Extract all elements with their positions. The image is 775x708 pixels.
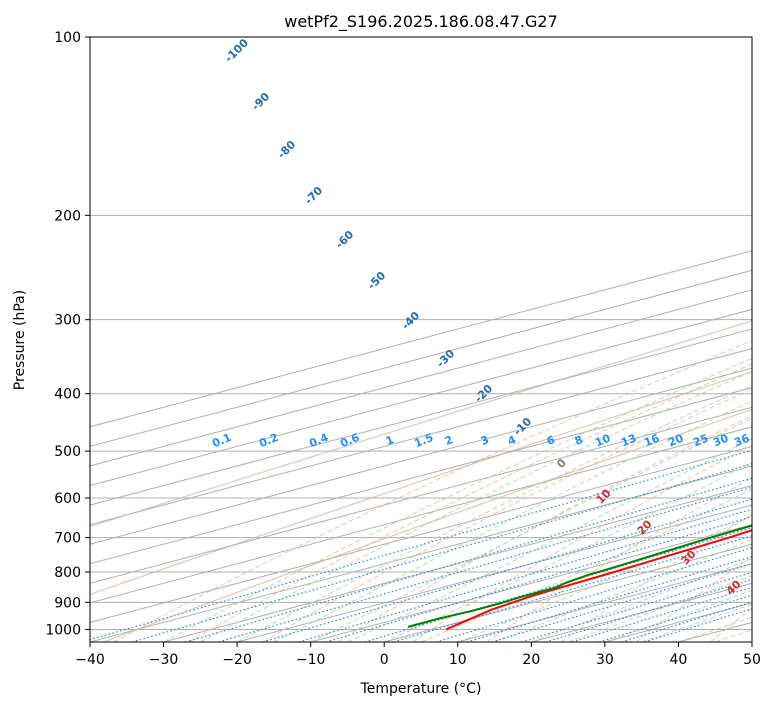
x-tick-label: 0 — [380, 652, 389, 668]
y-tick-label: 600 — [54, 491, 81, 507]
mixing-ratio-line — [598, 594, 752, 642]
moist-adiabat-line — [384, 461, 752, 642]
isotherm-line — [90, 445, 752, 623]
mixing-ratio-label: 30 — [711, 432, 730, 450]
y-tick-label: 200 — [54, 208, 81, 224]
reference-curve — [90, 320, 752, 528]
dewpoint-profile-line — [407, 524, 752, 628]
mixing-ratio-line — [185, 477, 752, 642]
moist-adiabat-line — [494, 538, 752, 642]
moist-adiabat-line — [531, 558, 752, 642]
mixing-ratio-label: 13 — [619, 432, 638, 450]
mixing-ratio-label: 10 — [593, 432, 612, 450]
plot-layer: -100-90-80-70-60-50-40-30-20-100.1 0.2 0.4… — [90, 37, 752, 642]
x-tick-label: −30 — [149, 652, 179, 668]
isotherm-line — [90, 269, 752, 447]
moist-adiabat-line — [163, 357, 752, 642]
mixing-ratio-label: 25 — [691, 432, 710, 450]
plot-frame — [89, 36, 753, 643]
temperature-profile-line — [445, 529, 752, 631]
reference-curve — [103, 408, 752, 642]
mixing-ratio-label: 20 — [666, 432, 685, 450]
moist-adiabat-line — [200, 370, 752, 642]
mixing-ratio-label: 8 — [573, 433, 585, 448]
moist-adiabat-line — [236, 384, 752, 642]
x-tick-label: −40 — [75, 652, 105, 668]
isotherm-line — [90, 387, 752, 565]
isotherm-line — [163, 484, 752, 642]
isotherm-line — [90, 308, 752, 487]
mixing-ratio-label: 2 — [443, 433, 455, 448]
mixing-ratio-label: 36 — [732, 432, 751, 450]
moist-adiabat-line — [310, 417, 752, 642]
moist-adiabat-line — [273, 400, 752, 642]
y-tick-label: 400 — [54, 387, 81, 403]
x-tick-label: 10 — [449, 652, 467, 668]
chart-title: wetPf2_S196.2025.186.08.47.G27 — [284, 12, 558, 32]
moist-adiabat-line — [347, 438, 752, 642]
isotherm-line — [310, 524, 752, 642]
y-tick-label: 700 — [54, 531, 81, 547]
dry-adiabat-line — [561, 513, 752, 642]
mixing-ratio-line — [262, 498, 752, 642]
y-tick-label: 500 — [54, 444, 81, 460]
axis-layer: −40 −30 −20 −10 0 10 20 30 40 50 100 200 300 400 500 60… — [45, 30, 761, 668]
isotherm-line — [236, 504, 752, 642]
isotherm-line — [90, 328, 752, 506]
isotherm-line — [90, 406, 752, 584]
mixing-ratio-line — [571, 586, 752, 642]
y-tick-label: 900 — [54, 595, 81, 611]
mixing-ratio-line — [644, 608, 752, 642]
x-tick-label: 30 — [596, 652, 614, 668]
y-tick-label: 800 — [54, 565, 81, 581]
y-axis-label: Pressure (hPa) — [12, 290, 28, 390]
dry-adiabat-line — [188, 363, 752, 642]
x-tick-label: −20 — [222, 652, 252, 668]
x-axis-label: Temperature (°C) — [360, 681, 482, 697]
x-tick-label: 40 — [670, 652, 688, 668]
y-tick-label: 100 — [54, 30, 81, 46]
y-tick-label: 300 — [54, 313, 81, 329]
x-tick-label: −10 — [296, 652, 326, 668]
mixing-ratio-line — [621, 601, 752, 642]
isotherm-line — [90, 367, 752, 545]
mixing-ratio-line — [325, 516, 752, 642]
x-tick-label: 20 — [522, 652, 540, 668]
mixing-ratio-label: 3 — [479, 433, 491, 448]
dry-adiabat-line — [486, 477, 752, 642]
dry-adiabat-line — [113, 340, 752, 642]
mixing-ratio-line — [298, 508, 752, 642]
moist-adiabat-line — [567, 575, 752, 642]
x-tick-label: 50 — [743, 652, 761, 668]
y-tick-label: 1000 — [45, 622, 81, 638]
mixing-ratio-label: 1 — [384, 433, 396, 448]
mixing-ratio-label: 16 — [642, 432, 661, 450]
reference-curve — [90, 371, 752, 596]
mixing-ratio-line — [131, 463, 752, 642]
isotherm-line — [90, 250, 752, 428]
isotherm-line — [90, 426, 752, 604]
isotherm-line — [90, 289, 752, 467]
